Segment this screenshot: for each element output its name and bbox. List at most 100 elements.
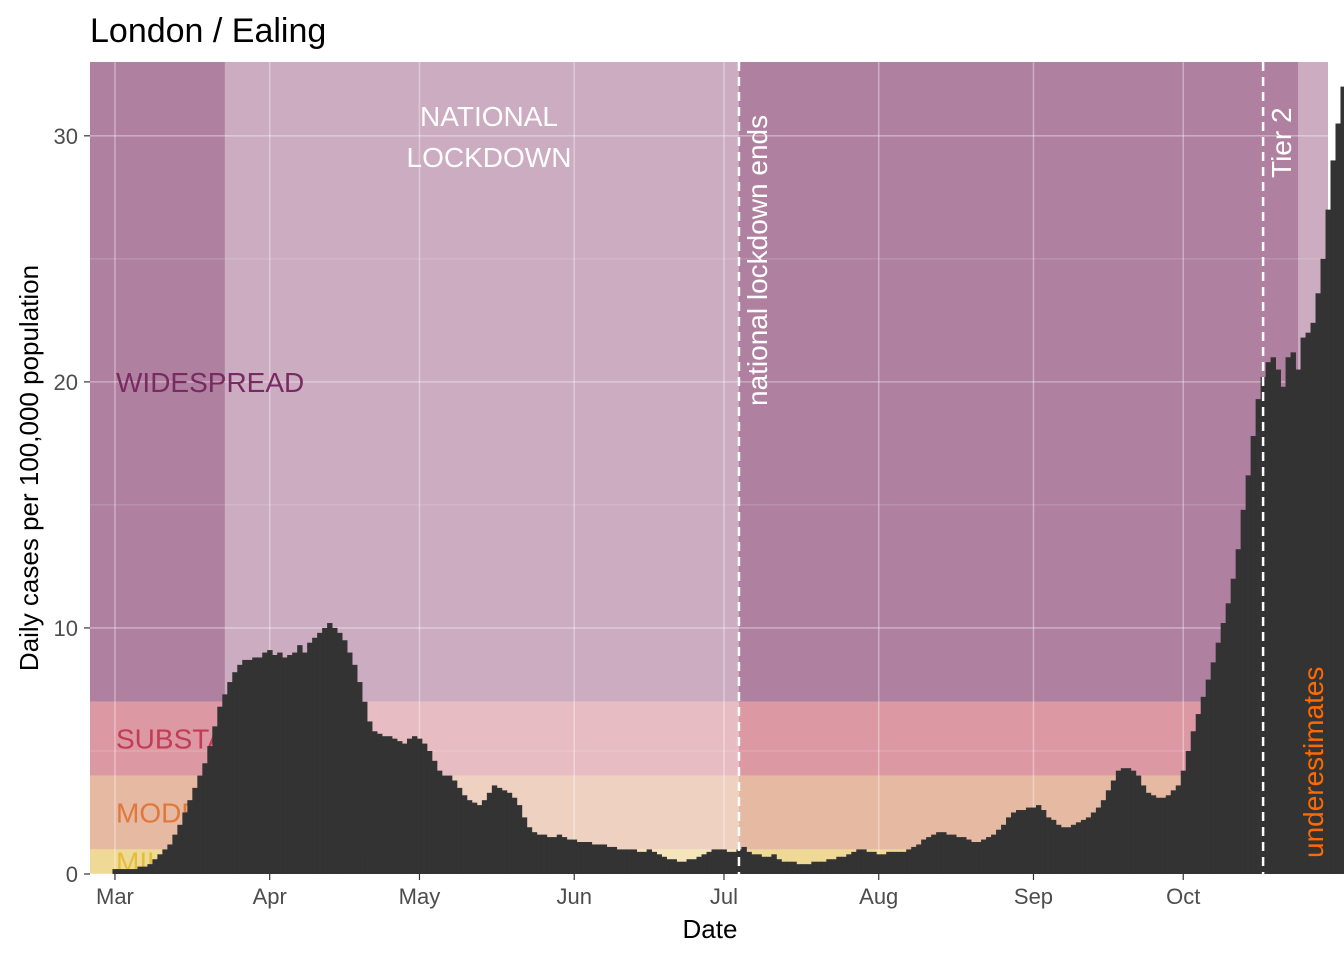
bars: [112, 86, 1344, 875]
bar: [177, 824, 183, 874]
bar: [1200, 696, 1207, 874]
bar: [287, 655, 293, 874]
bar: [771, 854, 777, 874]
band-widespread: [90, 62, 1328, 702]
event-label-1: Tier 2: [1266, 107, 1297, 178]
bar: [1100, 800, 1107, 874]
bar: [1315, 293, 1321, 874]
bar: [227, 682, 233, 874]
lockdown-label-line1: NATIONAL: [420, 101, 558, 132]
bar: [167, 844, 173, 874]
bar: [656, 854, 662, 874]
bar: [352, 664, 358, 874]
bar: [981, 839, 987, 874]
bar: [741, 846, 747, 874]
bar: [901, 851, 907, 874]
bar: [362, 701, 368, 874]
lockdown-label-line2: LOCKDOWN: [407, 142, 572, 173]
bar: [401, 743, 408, 874]
bar: [566, 839, 573, 874]
bar: [651, 851, 657, 874]
bar: [307, 642, 313, 874]
axes: 0 10 20 30 Mar Apr May Jun Jul Aug Sep Oct: [54, 124, 1201, 909]
bar: [856, 849, 862, 874]
bar: [581, 842, 588, 874]
bar: [347, 652, 353, 874]
bar: [1265, 362, 1271, 874]
bar: [1180, 770, 1187, 874]
bar: [1255, 399, 1262, 874]
bar: [387, 736, 393, 874]
bar: [327, 623, 333, 874]
bar: [1011, 812, 1017, 874]
bar: [971, 842, 977, 874]
bar: [896, 851, 902, 874]
bar: [416, 738, 423, 874]
bar: [696, 856, 702, 874]
bar: [991, 834, 997, 874]
bar: [232, 672, 238, 874]
bar: [1160, 797, 1167, 874]
bar: [996, 829, 1002, 874]
bar: [446, 775, 453, 874]
bar: [1060, 827, 1067, 874]
bar: [531, 832, 538, 874]
bar: [1165, 795, 1172, 874]
bar: [1250, 436, 1257, 874]
bar: [706, 851, 712, 874]
x-tick-label: Jun: [556, 884, 591, 909]
bar: [951, 834, 957, 874]
bar: [836, 856, 842, 874]
bar: [1335, 123, 1341, 875]
bar: [966, 839, 972, 874]
bar: [796, 864, 802, 874]
bar: [142, 866, 148, 874]
x-tick-label: May: [399, 884, 441, 909]
bar: [1325, 209, 1331, 875]
bar: [941, 832, 947, 874]
bar: [1006, 817, 1012, 874]
bar: [731, 851, 737, 874]
bar: [1115, 770, 1122, 874]
bar: [262, 652, 268, 874]
bar: [1140, 785, 1147, 874]
bar: [1285, 357, 1291, 875]
bar: [596, 844, 603, 874]
bar: [611, 846, 618, 874]
band-label-widespread: WIDESPREAD: [116, 367, 304, 398]
bar: [476, 805, 483, 874]
x-tick-label: Apr: [253, 884, 287, 909]
bar: [272, 655, 278, 874]
y-tick-label: 10: [54, 616, 78, 641]
bar: [117, 869, 123, 874]
bar: [1001, 824, 1007, 874]
bar: [1050, 819, 1057, 874]
underestimates-label: underestimates: [1298, 667, 1329, 858]
bar: [946, 834, 952, 874]
bar: [1290, 352, 1296, 874]
bar: [197, 775, 203, 874]
bar: [806, 864, 812, 874]
bar: [606, 846, 613, 874]
x-tick-label: Jul: [710, 884, 738, 909]
bar: [1125, 768, 1132, 874]
x-tick-label: Mar: [96, 884, 134, 909]
bar: [282, 657, 288, 874]
bar: [1065, 827, 1072, 874]
bar: [1190, 731, 1197, 874]
bar: [237, 664, 243, 874]
bar: [1280, 386, 1286, 874]
bar: [661, 856, 667, 874]
bar: [1340, 86, 1344, 874]
bar: [257, 657, 263, 874]
bar: [506, 792, 513, 874]
bar: [112, 869, 118, 874]
bar: [322, 627, 328, 874]
bar: [756, 854, 762, 874]
bar: [192, 787, 198, 874]
bar: [1150, 795, 1157, 874]
bar: [841, 856, 847, 874]
bar: [746, 851, 752, 874]
bar: [1130, 770, 1137, 874]
bar: [781, 861, 787, 874]
